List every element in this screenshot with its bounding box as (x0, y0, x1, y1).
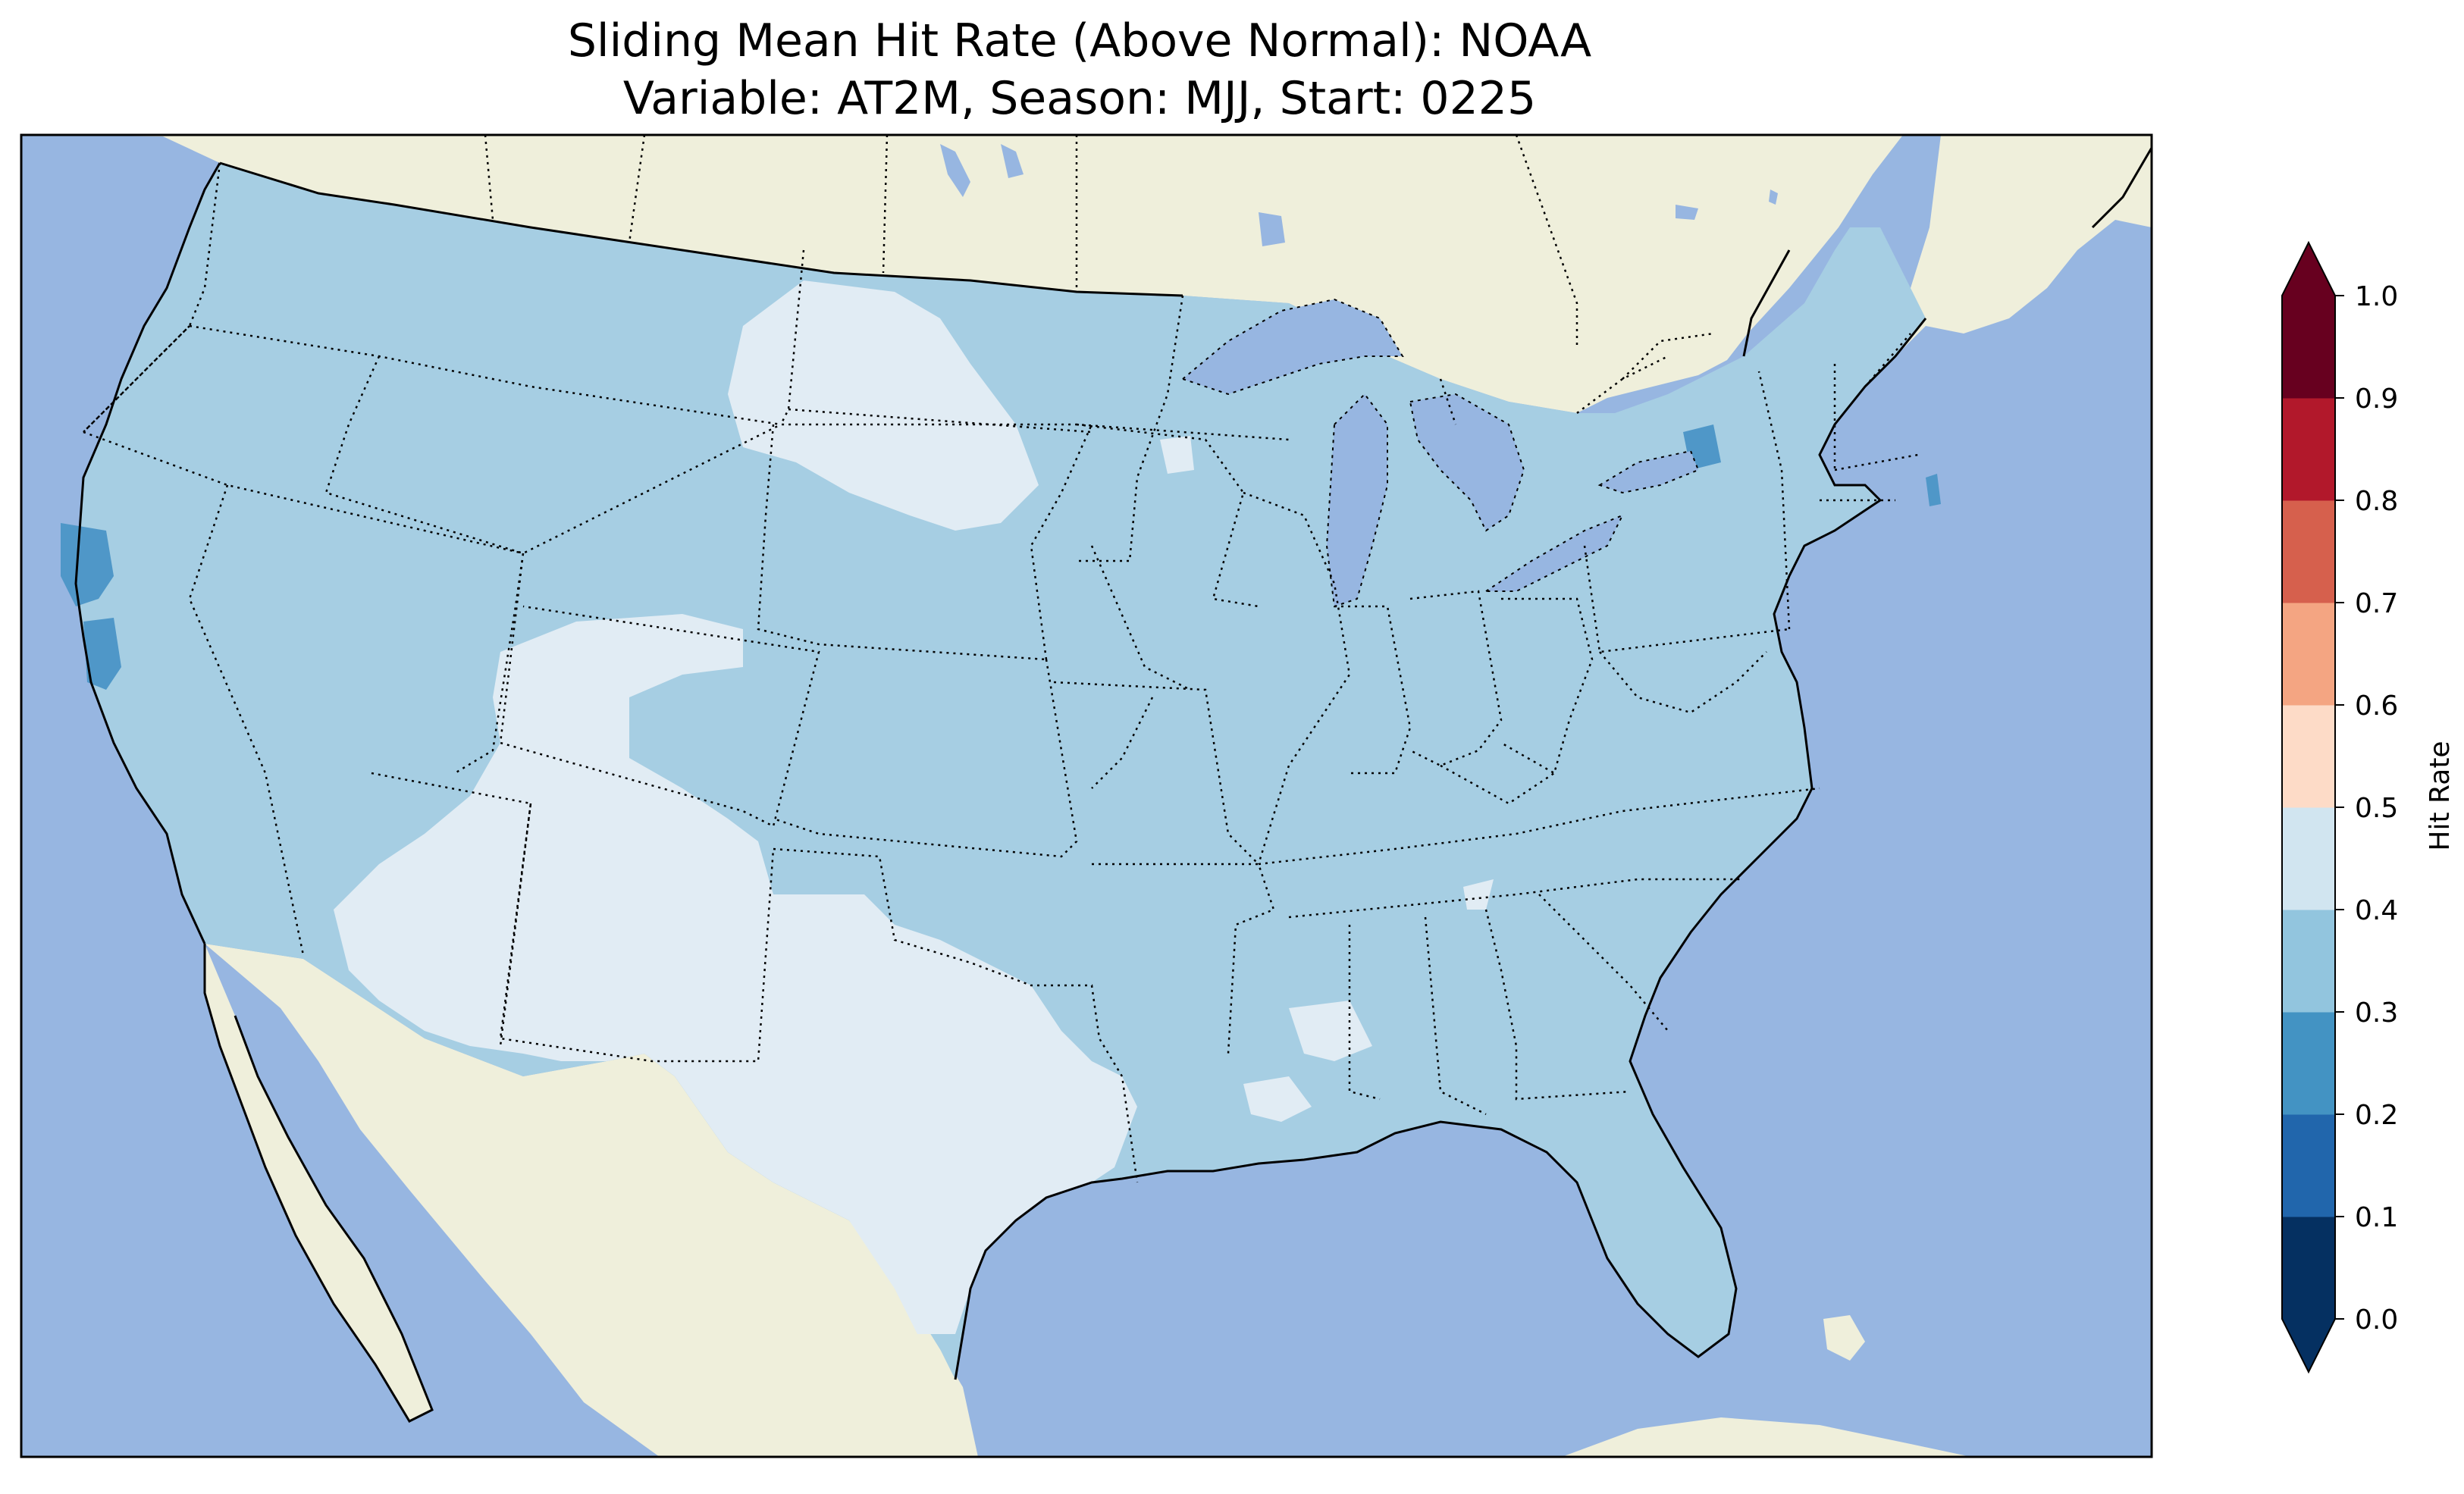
colorbar-over-extension (2282, 243, 2335, 296)
colorbar-label: Hit Rate (2425, 741, 2456, 850)
colorbar-tick-label: 0.9 (2355, 384, 2398, 415)
international-borders (219, 161, 1183, 297)
title-line-1: Sliding Mean Hit Rate (Above Normal): NO… (567, 14, 1592, 67)
colorbar-tick-label: 0.6 (2355, 691, 2398, 722)
colorbar-tick-label: 0.8 (2355, 486, 2398, 517)
baja-land (205, 944, 432, 1421)
cuba-land (1562, 1417, 1971, 1457)
lake-michigan (1325, 393, 1388, 608)
colorbar-tick-label: 0.7 (2355, 588, 2398, 619)
colorbar-tick-label: 0.5 (2355, 793, 2398, 824)
colorbar-segment-3 (2282, 910, 2335, 1013)
map-frame (20, 133, 2153, 1458)
province-borders (484, 135, 1714, 380)
colorbar-segment-4 (2282, 807, 2335, 910)
colorbar-segment-1 (2282, 1114, 2335, 1217)
low-hitrate-patches (61, 424, 1941, 690)
map-title: Sliding Mean Hit Rate (Above Normal): NO… (21, 12, 2138, 127)
lake-superior (1180, 298, 1404, 396)
colorbar-segment-5 (2282, 705, 2335, 808)
coastlines (74, 147, 2152, 1423)
colorbar-tick-label: 1.0 (2355, 281, 2398, 312)
bahamas-island (1823, 1315, 1865, 1361)
mexico-land (205, 944, 978, 1457)
title-line-2: Variable: AT2M, Season: MJJ, Start: 0225 (622, 72, 1537, 125)
colorbar-segments (2281, 240, 2336, 1374)
colorbar-tick-label: 0.2 (2355, 1100, 2398, 1131)
colorbar-tick-label: 0.0 (2355, 1305, 2398, 1336)
great-lakes (1180, 298, 1700, 608)
canadian-lakes (940, 144, 1778, 246)
colorbar-under-extension (2282, 1319, 2335, 1372)
colorbar-segment-2 (2282, 1012, 2335, 1115)
lake-erie (1483, 514, 1625, 592)
colorbar-segment-0 (2282, 1217, 2335, 1320)
colorbar-segment-9 (2282, 296, 2335, 399)
colorbar-segment-6 (2282, 603, 2335, 706)
colorbar-tick-label: 0.4 (2355, 895, 2398, 926)
high-hitrate-patches (334, 280, 1494, 1334)
colorbar-segment-8 (2282, 398, 2335, 501)
colorbar-tick-label: 0.1 (2355, 1202, 2398, 1233)
maritimes-land (1873, 135, 2152, 356)
colorbar-ticks: 0.0 0.1 0.2 0.3 0.4 0.5 0.6 0.7 0.8 0.9 1.0 (2335, 281, 2398, 1336)
colorbar-tick-label: 0.3 (2355, 998, 2398, 1029)
colorbar-segment-7 (2282, 500, 2335, 603)
lake-huron (1409, 393, 1525, 532)
state-borders (83, 162, 1919, 1183)
lake-ontario (1597, 449, 1700, 494)
